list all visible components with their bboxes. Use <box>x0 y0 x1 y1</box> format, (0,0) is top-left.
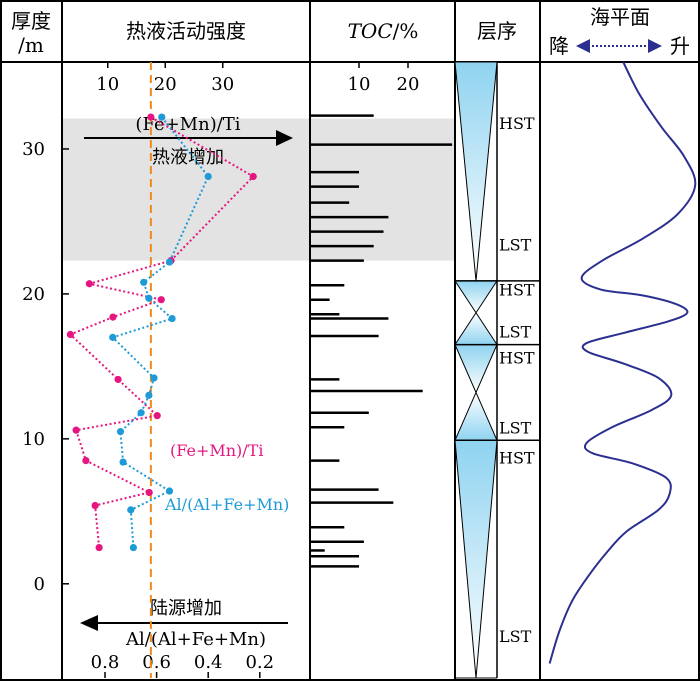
series-point <box>85 280 93 288</box>
series-point <box>72 426 80 434</box>
al-ratio-series-label: Al/(Al+Fe+Mn) <box>164 495 289 514</box>
series-point <box>137 409 145 417</box>
series-point <box>109 313 117 321</box>
toc-header-unit: /% <box>393 19 419 43</box>
series-point <box>109 333 117 341</box>
top-axis-tick-label: 10 <box>96 74 119 95</box>
lst-label: LST <box>499 418 532 437</box>
toc-header: TOC/% <box>348 19 419 43</box>
header-labels: 厚度 /m 热液活动强度 TOC/% 层序 海平面 降 升 <box>11 5 690 58</box>
toc-axis-tick-label: 10 <box>348 74 371 95</box>
lst-label: LST <box>499 236 532 255</box>
series-point <box>157 296 165 304</box>
series-point <box>66 330 74 339</box>
series-point <box>114 375 122 384</box>
series-line <box>68 116 255 548</box>
series-point <box>95 543 103 552</box>
thickness-tick-label: 20 <box>22 284 45 305</box>
fe-mn-ti-series-label: (Fe+Mn)/Ti <box>170 441 263 460</box>
sealevel-header: 海平面 <box>590 5 650 29</box>
series-point <box>145 391 153 399</box>
top-annotation-text: 热液增加 <box>152 147 224 168</box>
series-point <box>140 278 148 286</box>
top-arrow-head <box>276 130 293 146</box>
bottom-arrow-head <box>80 615 98 631</box>
sealevel-fall-label: 降 <box>549 34 569 58</box>
series-point <box>145 294 153 302</box>
series-point <box>204 172 212 181</box>
sequence-layer: HST LST HST LST HST LST HST LST <box>454 61 540 679</box>
bottom-annotation-text: 陆源增加 <box>150 598 222 619</box>
series-point <box>150 374 158 382</box>
series-point <box>145 488 153 497</box>
thickness-header-line1: 厚度 <box>11 9 51 33</box>
lst-label: LST <box>499 323 532 342</box>
series-point <box>116 428 125 436</box>
thickness-tick-label: 10 <box>22 429 45 450</box>
sequence-header: 层序 <box>477 19 517 43</box>
hst-label: HST <box>499 114 535 133</box>
sealevel-direction-arrow <box>576 39 662 53</box>
thickness-tick-label: 0 <box>34 574 45 595</box>
toc-header-italic: TOC <box>348 19 393 43</box>
hst-label: HST <box>499 349 535 368</box>
highlight-band-layer <box>62 118 455 261</box>
top-axis-tick-label: 30 <box>211 74 234 95</box>
series-layer <box>66 113 257 552</box>
sealevel-arrow-left-head <box>576 39 590 53</box>
bottom-axis-tick-label: 0.2 <box>245 652 274 673</box>
top-axis-tick-label: 20 <box>154 74 177 95</box>
sealevel-rise-label: 升 <box>670 34 690 58</box>
series-point <box>249 172 257 181</box>
series-point <box>165 258 174 266</box>
hst-label: HST <box>499 449 535 468</box>
sequence-hst-triangle <box>454 61 498 281</box>
bottom-axis-tick-label: 0.4 <box>194 652 223 673</box>
series-point <box>127 506 135 514</box>
thickness-header-line2: /m <box>18 33 44 57</box>
bottom-axis-tick-label: 0.6 <box>142 652 171 673</box>
lst-label: LST <box>499 627 532 646</box>
series-point <box>147 113 155 121</box>
series-point <box>158 113 166 121</box>
series-point <box>168 314 176 323</box>
series-labels: (Fe+Mn)/Ti Al/(Al+Fe+Mn) <box>164 441 289 514</box>
series-point <box>129 543 137 552</box>
series-point <box>165 487 174 495</box>
series-point <box>91 501 99 510</box>
axis-layer: 0 10 20 30 10 20 30 0.8 0.6 0.4 0.2 10 20 <box>22 62 419 678</box>
hst-label: HST <box>499 281 535 300</box>
bottom-annotation: 陆源增加 Al/(Al+Fe+Mn) <box>80 598 288 650</box>
series-point <box>153 412 161 420</box>
sealevel-curve <box>548 61 697 664</box>
highlight-band <box>62 118 455 261</box>
toc-layer <box>310 114 453 568</box>
series-point <box>119 458 127 466</box>
sealevel-arrow-right-head <box>648 39 662 53</box>
hydrothermal-header: 热液活动强度 <box>126 19 246 43</box>
thickness-tick-label: 30 <box>22 139 45 160</box>
toc-axis-tick-label: 20 <box>397 74 420 95</box>
sealevel-layer <box>548 61 697 664</box>
bottom-axis-tick-label: 0.8 <box>91 652 120 673</box>
series-point <box>82 456 90 465</box>
bottom-ratio-label: Al/(Al+Fe+Mn) <box>125 629 266 650</box>
